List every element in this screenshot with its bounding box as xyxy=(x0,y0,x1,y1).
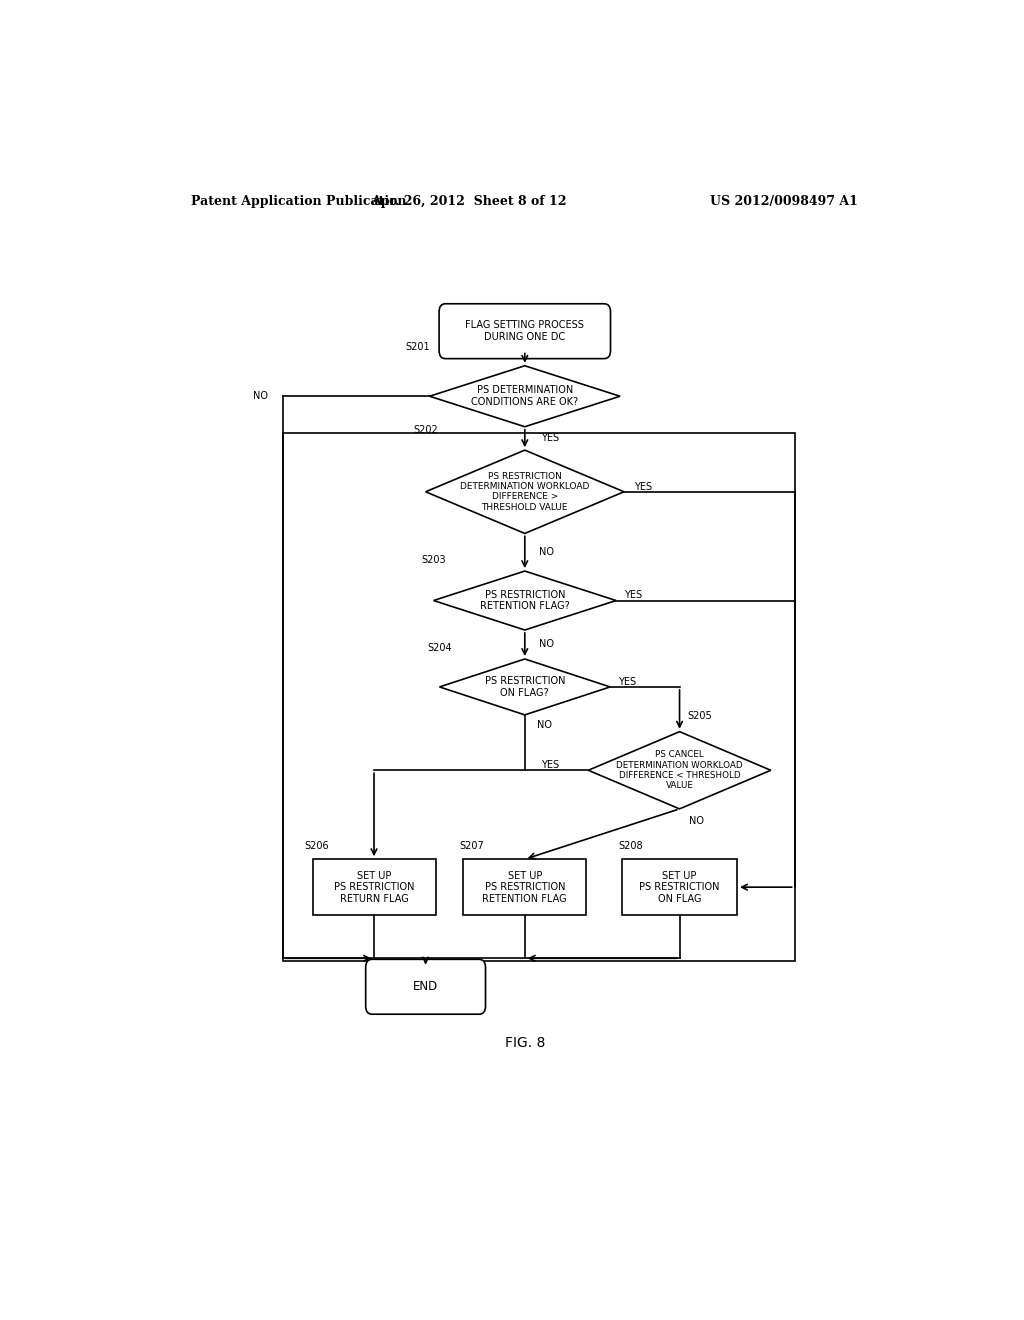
Text: S207: S207 xyxy=(460,841,484,851)
Text: S203: S203 xyxy=(422,554,446,565)
Text: NO: NO xyxy=(537,719,552,730)
Text: SET UP
PS RESTRICTION
RETURN FLAG: SET UP PS RESTRICTION RETURN FLAG xyxy=(334,871,415,904)
Text: END: END xyxy=(413,981,438,993)
Text: YES: YES xyxy=(541,433,559,444)
Text: Patent Application Publication: Patent Application Publication xyxy=(191,194,407,207)
Text: PS RESTRICTION
DETERMINATION WORKLOAD
DIFFERENCE >
THRESHOLD VALUE: PS RESTRICTION DETERMINATION WORKLOAD DI… xyxy=(460,471,590,512)
Text: YES: YES xyxy=(624,590,642,601)
Polygon shape xyxy=(588,731,771,809)
Text: FIG. 8: FIG. 8 xyxy=(505,1036,545,1049)
Text: S205: S205 xyxy=(687,711,713,722)
Text: S204: S204 xyxy=(428,643,453,653)
Text: PS RESTRICTION
RETENTION FLAG?: PS RESTRICTION RETENTION FLAG? xyxy=(480,590,569,611)
Polygon shape xyxy=(430,366,620,426)
Text: PS CANCEL
DETERMINATION WORKLOAD
DIFFERENCE < THRESHOLD
VALUE: PS CANCEL DETERMINATION WORKLOAD DIFFERE… xyxy=(616,750,742,791)
Polygon shape xyxy=(439,659,610,715)
Polygon shape xyxy=(426,450,624,533)
Bar xyxy=(312,859,435,915)
Bar xyxy=(283,433,795,961)
FancyBboxPatch shape xyxy=(439,304,610,359)
Text: US 2012/0098497 A1: US 2012/0098497 A1 xyxy=(711,194,858,207)
Text: PS DETERMINATION
CONDITIONS ARE OK?: PS DETERMINATION CONDITIONS ARE OK? xyxy=(471,385,579,407)
Bar xyxy=(463,859,587,915)
Text: NO: NO xyxy=(539,548,554,557)
Text: NO: NO xyxy=(539,639,554,649)
Text: S208: S208 xyxy=(618,841,643,851)
Text: S206: S206 xyxy=(304,841,329,851)
FancyBboxPatch shape xyxy=(366,960,485,1014)
Text: NO: NO xyxy=(254,391,268,401)
Text: PS RESTRICTION
ON FLAG?: PS RESTRICTION ON FLAG? xyxy=(484,676,565,698)
Text: YES: YES xyxy=(541,760,559,770)
Text: YES: YES xyxy=(618,677,636,686)
Text: YES: YES xyxy=(634,482,651,491)
Text: Apr. 26, 2012  Sheet 8 of 12: Apr. 26, 2012 Sheet 8 of 12 xyxy=(372,194,567,207)
Text: S201: S201 xyxy=(406,342,430,352)
Text: NO: NO xyxy=(689,816,705,826)
Text: FLAG SETTING PROCESS
DURING ONE DC: FLAG SETTING PROCESS DURING ONE DC xyxy=(465,321,585,342)
Polygon shape xyxy=(433,572,616,630)
Text: SET UP
PS RESTRICTION
RETENTION FLAG: SET UP PS RESTRICTION RETENTION FLAG xyxy=(482,871,567,904)
Text: SET UP
PS RESTRICTION
ON FLAG: SET UP PS RESTRICTION ON FLAG xyxy=(639,871,720,904)
Bar xyxy=(622,859,737,915)
Text: S202: S202 xyxy=(414,425,438,434)
